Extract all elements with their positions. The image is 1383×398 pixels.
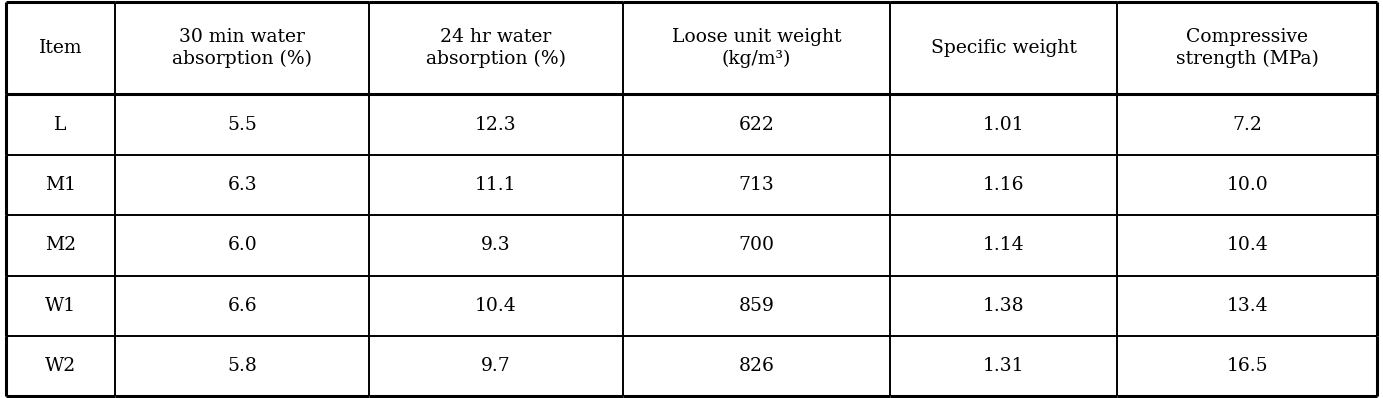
Text: 713: 713 bbox=[739, 176, 774, 194]
Text: 7.2: 7.2 bbox=[1232, 115, 1263, 134]
Text: 10.4: 10.4 bbox=[1227, 236, 1268, 254]
Text: 13.4: 13.4 bbox=[1227, 297, 1268, 315]
Text: W2: W2 bbox=[44, 357, 76, 375]
Text: 11.1: 11.1 bbox=[476, 176, 517, 194]
Text: 10.4: 10.4 bbox=[476, 297, 517, 315]
Text: 826: 826 bbox=[739, 357, 774, 375]
Text: 5.5: 5.5 bbox=[227, 115, 257, 134]
Text: 859: 859 bbox=[739, 297, 774, 315]
Text: 1.14: 1.14 bbox=[983, 236, 1025, 254]
Text: 30 min water
absorption (%): 30 min water absorption (%) bbox=[173, 28, 313, 68]
Text: 1.38: 1.38 bbox=[983, 297, 1025, 315]
Text: 6.6: 6.6 bbox=[227, 297, 257, 315]
Text: 1.01: 1.01 bbox=[983, 115, 1025, 134]
Text: 16.5: 16.5 bbox=[1227, 357, 1268, 375]
Text: Specific weight: Specific weight bbox=[931, 39, 1076, 57]
Text: 12.3: 12.3 bbox=[476, 115, 517, 134]
Text: 1.16: 1.16 bbox=[983, 176, 1025, 194]
Text: 622: 622 bbox=[739, 115, 774, 134]
Text: 5.8: 5.8 bbox=[227, 357, 257, 375]
Text: W1: W1 bbox=[44, 297, 76, 315]
Text: M2: M2 bbox=[44, 236, 76, 254]
Text: 9.7: 9.7 bbox=[481, 357, 510, 375]
Text: 1.31: 1.31 bbox=[983, 357, 1025, 375]
Text: Loose unit weight
(kg/m³): Loose unit weight (kg/m³) bbox=[672, 28, 841, 68]
Text: M1: M1 bbox=[44, 176, 76, 194]
Text: 700: 700 bbox=[739, 236, 774, 254]
Text: 9.3: 9.3 bbox=[481, 236, 510, 254]
Text: 6.3: 6.3 bbox=[227, 176, 257, 194]
Text: Compressive
strength (MPa): Compressive strength (MPa) bbox=[1176, 28, 1318, 68]
Text: 24 hr water
absorption (%): 24 hr water absorption (%) bbox=[426, 28, 566, 68]
Text: 6.0: 6.0 bbox=[227, 236, 257, 254]
Text: Item: Item bbox=[39, 39, 82, 57]
Text: 10.0: 10.0 bbox=[1227, 176, 1268, 194]
Text: L: L bbox=[54, 115, 66, 134]
